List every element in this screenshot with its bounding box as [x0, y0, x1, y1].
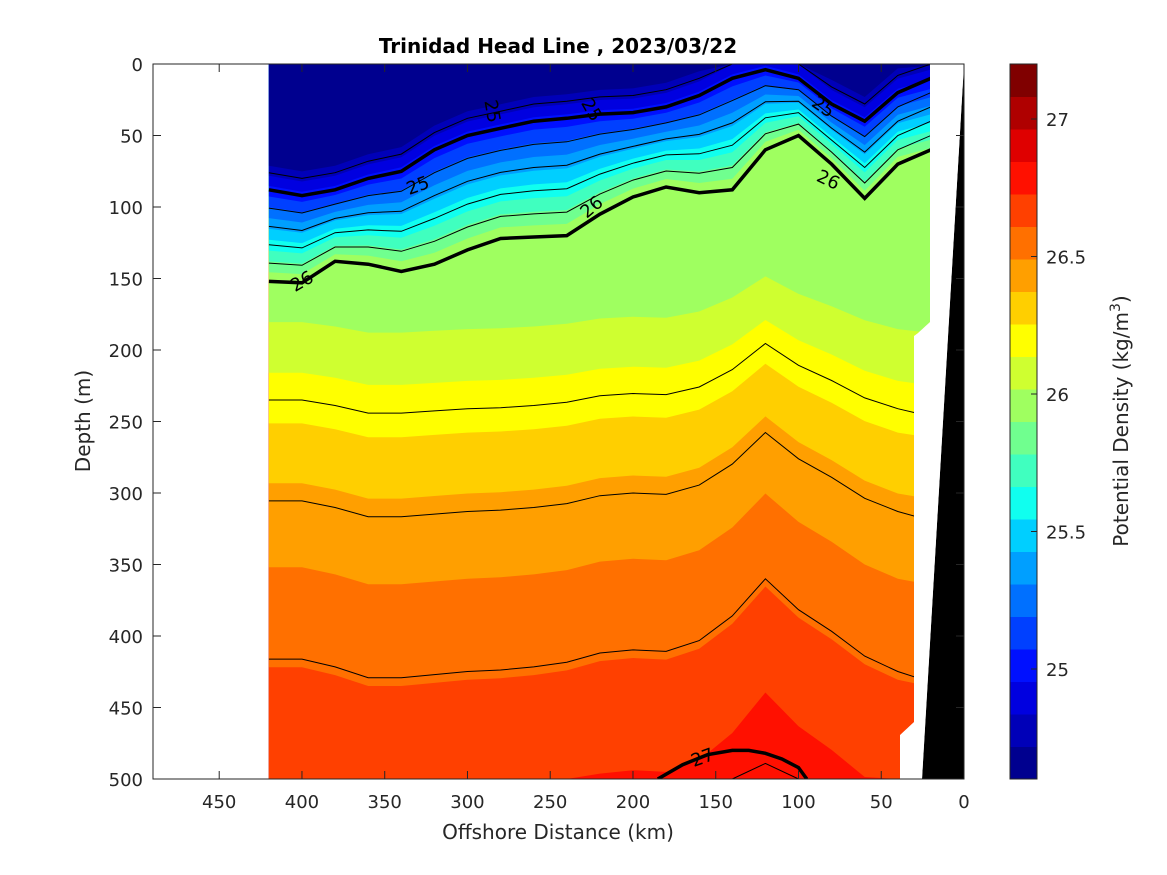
- density-band: [268, 64, 930, 172]
- contour-line-thin: [268, 100, 930, 232]
- x-tick-label: 100: [781, 792, 815, 813]
- contour-label-25: 25: [479, 98, 504, 124]
- colorbar-tick-label: 26.5: [1046, 248, 1086, 269]
- colorbar-label-text: Potential Density (kg/m: [1109, 312, 1133, 547]
- contour-lines: [268, 64, 930, 779]
- y-tick-label: 250: [109, 413, 143, 434]
- y-tick-label: 500: [109, 770, 143, 791]
- colorbar-swatch: [1010, 421, 1037, 455]
- colorbar-swatch: [1010, 161, 1037, 195]
- contour-line-thin: [268, 112, 930, 249]
- contour-line-thin: [268, 578, 930, 683]
- x-tick-label: 0: [958, 792, 969, 813]
- contour-line-25: [268, 67, 930, 198]
- colorbar-label-superscript: 3: [1108, 303, 1124, 312]
- contour-line-thin: [268, 123, 930, 266]
- y-tick-label: 350: [109, 556, 143, 577]
- contour-line-26: [268, 133, 930, 285]
- y-tick-label: 200: [109, 341, 143, 362]
- contour-line-thin: [268, 64, 930, 179]
- y-tick-label: 450: [109, 699, 143, 720]
- colorbar-swatch: [1010, 746, 1037, 780]
- colorbar: 25 25.5 26 26.5 27: [1009, 63, 1086, 780]
- y-tick-label: 300: [109, 484, 143, 505]
- colorbar-swatch: [1010, 649, 1037, 682]
- colorbar-swatch: [1010, 551, 1037, 585]
- x-tick-label: 200: [616, 792, 650, 813]
- colorbar-swatch: [1010, 356, 1037, 390]
- colorbar-swatch: [1010, 681, 1037, 715]
- y-tick-label: 150: [109, 270, 143, 291]
- colorbar-swatch: [1010, 616, 1037, 650]
- chart-title: Trinidad Head Line , 2023/03/22: [379, 34, 737, 58]
- x-tick-label: 50: [870, 792, 893, 813]
- colorbar-swatch: [1010, 64, 1037, 97]
- y-tick-label: 400: [109, 627, 143, 648]
- colorbar-swatch: [1010, 259, 1037, 292]
- colorbar-swatch: [1010, 454, 1037, 487]
- x-tick-label: 400: [285, 792, 319, 813]
- x-axis-label: Offshore Distance (km): [442, 820, 674, 844]
- colorbar-swatch: [1010, 291, 1037, 325]
- colorbar-swatch: [1010, 584, 1037, 617]
- seafloor-white-gap: [900, 64, 964, 779]
- x-axis-ticks: 450 400 350 300 250 200 150 100 50 0: [202, 64, 970, 813]
- colorbar-tick-label: 25: [1046, 660, 1069, 681]
- y-tick-label: 0: [132, 55, 143, 76]
- colorbar-swatch: [1010, 129, 1037, 162]
- colorbar-swatch: [1010, 96, 1037, 130]
- colorbar-tick-label: 27: [1046, 110, 1069, 131]
- density-field: [268, 64, 930, 779]
- colorbar-label: Potential Density (kg/m3): [1108, 295, 1133, 546]
- x-tick-label: 300: [450, 792, 484, 813]
- y-tick-label: 50: [120, 127, 143, 148]
- colorbar-tick-label: 26: [1046, 385, 1069, 406]
- colorbar-swatch: [1010, 714, 1037, 747]
- x-tick-label: 450: [202, 792, 236, 813]
- colorbar-swatch: [1010, 194, 1037, 227]
- colorbar-swatch: [1010, 324, 1037, 357]
- colorbar-swatch: [1010, 226, 1037, 260]
- x-tick-label: 150: [699, 792, 733, 813]
- x-tick-label: 250: [533, 792, 567, 813]
- contour-line-thin: [268, 342, 930, 417]
- colorbar-swatch: [1010, 519, 1037, 552]
- y-tick-label: 100: [109, 198, 143, 219]
- colorbar-frame: [1009, 63, 1038, 780]
- y-axis-label: Depth (m): [71, 370, 95, 472]
- contour-line-27: [656, 748, 809, 779]
- y-axis-ticks: 0 50 100 150 200 250 300 350 400 450 500: [109, 55, 964, 791]
- colorbar-tick-label: 25.5: [1046, 523, 1086, 544]
- colorbar-label-close: ): [1109, 295, 1133, 303]
- contour-line-thin: [268, 85, 930, 214]
- colorbar-swatch: [1010, 486, 1037, 520]
- contour-line-thin: [268, 431, 930, 522]
- x-tick-label: 350: [368, 792, 402, 813]
